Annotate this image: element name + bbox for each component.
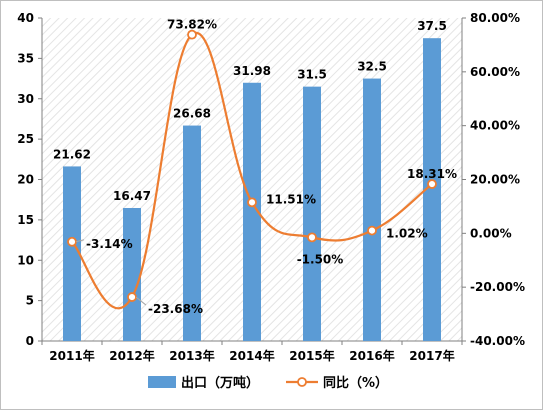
left-tick-label: 25 [17, 132, 34, 146]
right-tick-label: 0.00% [470, 226, 512, 240]
right-tick-label: -40.00% [470, 334, 525, 348]
growth-point [127, 292, 137, 302]
x-tick-label: 2011年 [49, 348, 94, 363]
x-tick-label: 2012年 [109, 348, 154, 363]
bar-value-label: 32.5 [357, 60, 387, 74]
growth-value-label: -23.68% [148, 302, 203, 316]
growth-value-label: 73.82% [167, 18, 217, 32]
left-tick-label: 0 [26, 334, 34, 348]
bars-layer [63, 38, 441, 342]
bar-value-label: 26.68 [173, 107, 211, 121]
growth-point [67, 236, 77, 247]
growth-point [247, 197, 257, 208]
growth-point [367, 225, 377, 236]
leader-line [75, 239, 85, 243]
left-tick-label: 40 [17, 11, 34, 25]
leader-line [135, 296, 147, 306]
legend-bar-swatch [148, 376, 176, 388]
left-tick-label: 20 [17, 173, 34, 187]
bar-value-label: 21.62 [53, 147, 91, 161]
growth-value-label: -3.14% [86, 237, 133, 251]
x-tick-label: 2015年 [289, 348, 334, 363]
growth-value-label: 11.51% [266, 192, 316, 206]
right-tick-label: 20.00% [470, 173, 520, 187]
bar [303, 86, 321, 341]
bar-value-label: 31.98 [233, 64, 271, 78]
growth-point [427, 179, 437, 189]
line-layer [67, 29, 437, 310]
left-tick-label: 35 [17, 51, 34, 65]
right-tick-label: 60.00% [470, 65, 520, 79]
legend-line-marker [297, 377, 307, 387]
bar [423, 38, 441, 341]
left-tick-label: 5 [26, 294, 34, 308]
growth-value-label: 1.02% [386, 227, 428, 241]
x-tick-label: 2017年 [409, 348, 454, 363]
left-tick-label: 15 [17, 213, 34, 227]
growth-value-label: -1.50% [297, 252, 344, 266]
bar [363, 78, 381, 341]
x-tick-label: 2013年 [169, 348, 214, 363]
bar-value-label: 31.5 [297, 68, 327, 82]
data-labels-layer: 21.62 16.47 26.68 31.98 31.5 32.5 37.5 -3.14% -2… [53, 18, 457, 316]
growth-point [307, 232, 317, 243]
x-tick-label: 2014年 [229, 348, 274, 363]
bar-value-label: 16.47 [113, 189, 151, 203]
legend-bar-label: 出口（万吨） [181, 375, 259, 391]
growth-point [187, 29, 197, 40]
left-tick-label: 10 [17, 253, 34, 267]
bar-value-label: 37.5 [417, 19, 447, 33]
left-tick-label: 30 [17, 92, 34, 106]
bar [183, 125, 201, 342]
x-tick-label: 2016年 [349, 348, 394, 363]
right-tick-label: -20.00% [470, 280, 525, 294]
growth-value-label: 18.31% [407, 167, 457, 181]
bar [63, 166, 81, 341]
right-tick-label: 80.00% [470, 11, 520, 25]
right-tick-label: 40.00% [470, 119, 520, 133]
legend-line-label: 同比（%） [323, 375, 388, 391]
axes-layer: 0 5 10 15 20 25 30 35 40 -40.00% -20.00% 0.00% 20.00… [17, 11, 525, 363]
legend: 出口（万吨） 同比（%） [148, 375, 388, 391]
bar [123, 208, 141, 341]
bar [243, 82, 261, 341]
